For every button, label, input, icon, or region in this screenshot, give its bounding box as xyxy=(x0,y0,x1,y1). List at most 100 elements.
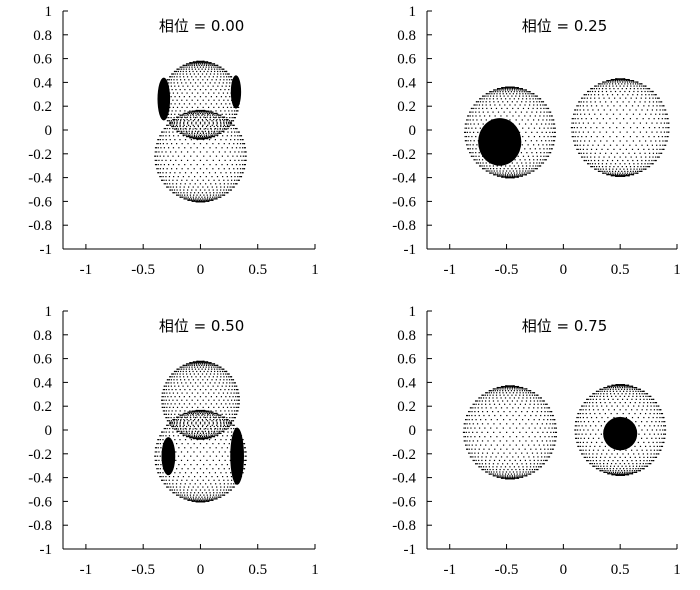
surface-point xyxy=(239,147,241,149)
surface-point xyxy=(188,435,190,438)
surface-point xyxy=(212,499,214,501)
surface-point xyxy=(186,76,189,78)
surface-point xyxy=(186,192,188,194)
surface-point xyxy=(231,385,233,387)
surface-point xyxy=(181,179,183,181)
surface-point xyxy=(210,62,212,64)
x-tick-label: -1 xyxy=(80,562,93,578)
surface-point xyxy=(632,113,635,115)
surface-point xyxy=(208,423,210,425)
surface-point xyxy=(666,140,668,142)
surface-point xyxy=(170,121,172,123)
surface-point xyxy=(478,159,481,161)
surface-point xyxy=(204,409,206,412)
chart-panel: 10.80.60.40.20-0.2-0.4-0.6-0.8-1-1 -0.5 0 0… xyxy=(28,304,319,578)
surface-point xyxy=(168,420,171,422)
x-tick-label: 0.5 xyxy=(611,262,630,278)
y-tick-label: 0.8 xyxy=(33,328,52,344)
surface-point xyxy=(181,196,184,198)
surface-point xyxy=(553,144,555,146)
surface-point xyxy=(179,366,181,368)
surface-point xyxy=(220,373,222,375)
surface-point xyxy=(172,155,174,157)
surface-point xyxy=(183,79,186,81)
surface-point xyxy=(489,93,491,95)
surface-point xyxy=(519,471,521,473)
surface-point xyxy=(502,93,504,95)
surface-point xyxy=(210,434,212,436)
surface-point xyxy=(472,152,474,154)
surface-point xyxy=(195,61,197,63)
surface-point xyxy=(188,130,190,132)
surface-point xyxy=(514,477,517,479)
surface-point xyxy=(188,199,190,201)
surface-point xyxy=(657,97,659,99)
surface-point xyxy=(509,419,511,421)
surface-point xyxy=(610,163,612,165)
surface-point xyxy=(179,425,181,428)
surface-point xyxy=(218,68,220,70)
surface-point xyxy=(202,499,204,501)
surface-point xyxy=(187,64,189,66)
surface-point xyxy=(208,179,210,181)
surface-point xyxy=(157,468,159,470)
surface-point xyxy=(469,440,471,442)
surface-point xyxy=(201,435,204,438)
surface-point xyxy=(610,101,612,103)
surface-point xyxy=(634,83,637,85)
y-tick-label: 0.4 xyxy=(33,375,52,391)
surface-point xyxy=(551,123,553,125)
surface-point xyxy=(213,73,215,75)
surface-point xyxy=(241,159,243,162)
surface-point xyxy=(202,120,204,122)
surface-point xyxy=(173,420,175,422)
surface-point xyxy=(475,463,477,465)
surface-point xyxy=(546,115,548,117)
surface-point xyxy=(204,499,206,501)
surface-point xyxy=(465,140,467,142)
surface-point xyxy=(606,81,608,83)
surface-point xyxy=(544,104,546,106)
surface-point xyxy=(550,135,552,138)
surface-point xyxy=(571,131,573,133)
surface-point xyxy=(191,62,193,64)
surface-point xyxy=(221,130,224,132)
surface-point xyxy=(515,436,518,438)
surface-point xyxy=(485,459,487,462)
surface-point xyxy=(201,196,203,198)
surface-point xyxy=(509,459,511,462)
surface-point xyxy=(524,174,526,176)
surface-point xyxy=(193,500,195,502)
surface-point xyxy=(537,98,539,100)
surface-point xyxy=(477,463,479,465)
surface-point xyxy=(546,423,548,425)
surface-point xyxy=(220,439,222,441)
surface-point xyxy=(206,168,208,170)
surface-point xyxy=(233,143,235,145)
surface-point xyxy=(210,183,212,185)
surface-point xyxy=(207,437,209,440)
surface-point xyxy=(220,194,222,196)
surface-point xyxy=(205,373,208,375)
surface-point xyxy=(179,414,182,416)
surface-point xyxy=(498,174,500,176)
y-tick-label: -0.6 xyxy=(28,494,52,510)
surface-point xyxy=(594,156,596,158)
surface-point xyxy=(212,364,214,366)
surface-point xyxy=(171,376,173,378)
surface-point xyxy=(172,431,174,433)
surface-point xyxy=(191,479,193,481)
surface-point xyxy=(183,112,186,115)
surface-point xyxy=(207,128,209,130)
surface-point xyxy=(502,176,504,178)
surface-point xyxy=(209,464,211,466)
surface-point xyxy=(205,425,208,428)
surface-point xyxy=(623,85,625,87)
surface-point xyxy=(204,123,206,125)
surface-point xyxy=(473,140,475,142)
surface-point xyxy=(188,111,191,113)
surface-point xyxy=(196,134,198,136)
surface-point xyxy=(212,363,214,365)
surface-point xyxy=(587,144,589,146)
surface-point xyxy=(170,96,172,98)
